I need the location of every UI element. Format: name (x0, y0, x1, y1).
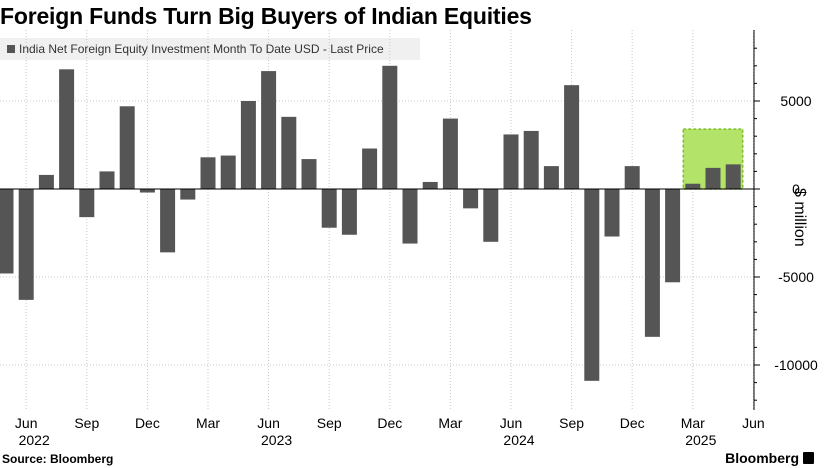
bar-2024-04 (463, 189, 479, 209)
bar-2023-02 (180, 189, 196, 200)
bar-2022-11 (119, 106, 135, 189)
x-tick-label: Mar (196, 415, 220, 431)
legend-swatch (7, 45, 15, 53)
x-year-label: 2025 (685, 432, 716, 448)
bar-2023-03 (200, 157, 216, 189)
bar-2025-04 (705, 167, 721, 189)
y-axis-label: $ million (791, 188, 808, 247)
bar-2025-02 (665, 189, 681, 283)
bar-2023-07 (281, 116, 297, 189)
x-tick-label: Dec (620, 415, 645, 431)
bar-2023-09 (321, 189, 337, 228)
x-tick-label: Jun (500, 415, 523, 431)
y-tick-label: 0 (792, 181, 800, 197)
x-tick-label: Sep (559, 415, 584, 431)
y-tick-label: -10000 (774, 357, 818, 373)
bar-2024-03 (442, 118, 458, 189)
x-tick-label: Sep (317, 415, 342, 431)
bar-2024-01 (402, 189, 418, 244)
bar-2023-11 (362, 148, 378, 189)
x-tick-label: Mar (681, 415, 705, 431)
bar-2024-06 (503, 134, 519, 189)
x-year-label: 2023 (261, 432, 292, 448)
bar-2024-10 (584, 189, 600, 381)
source-note: Source: Bloomberg (2, 452, 114, 466)
bar-2025-05 (725, 164, 741, 189)
x-tick-label: Jun (257, 415, 280, 431)
bar-2023-06 (261, 71, 277, 189)
bar-2023-08 (301, 159, 317, 189)
bar-2023-04 (220, 155, 236, 189)
y-tick-label: 5000 (780, 93, 811, 109)
bar-2022-09 (79, 189, 95, 218)
bar-2024-09 (564, 85, 580, 189)
x-tick-label: Sep (74, 415, 99, 431)
x-tick-label: Jun (15, 415, 38, 431)
bar-2024-12 (624, 166, 640, 189)
chart-title: Foreign Funds Turn Big Buyers of Indian … (0, 3, 532, 29)
bar-2022-06 (18, 189, 34, 300)
brand-logo: Bloomberg (725, 450, 814, 466)
bar-2022-12 (139, 189, 155, 193)
bar-2022-07 (38, 174, 54, 189)
bar-2023-05 (240, 101, 256, 189)
legend: India Net Foreign Equity Investment Mont… (0, 38, 420, 60)
bar-2023-01 (160, 189, 176, 253)
bar-2024-11 (604, 189, 620, 237)
bar-2022-05 (0, 189, 14, 274)
brand-mark-icon (803, 452, 814, 464)
bar-2024-07 (523, 130, 539, 189)
x-year-label: 2022 (19, 432, 50, 448)
bar-2025-01 (644, 189, 660, 337)
x-tick-label: Dec (135, 415, 160, 431)
brand-name: Bloomberg (725, 450, 799, 466)
x-tick-label: Dec (377, 415, 402, 431)
y-tick-label: -5000 (778, 269, 814, 285)
bar-2024-08 (543, 166, 559, 189)
bar-2023-10 (341, 189, 357, 235)
bar-2022-08 (59, 69, 75, 189)
bar-2022-10 (99, 171, 115, 189)
bar-2024-02 (422, 181, 438, 189)
x-tick-label: Jun (742, 415, 765, 431)
x-year-label: 2024 (503, 432, 534, 448)
legend-label: India Net Foreign Equity Investment Mont… (19, 42, 384, 56)
bar-2023-12 (382, 65, 398, 189)
x-tick-label: Mar (438, 415, 462, 431)
bar-2024-05 (483, 189, 499, 242)
bar-2025-03 (685, 183, 701, 189)
